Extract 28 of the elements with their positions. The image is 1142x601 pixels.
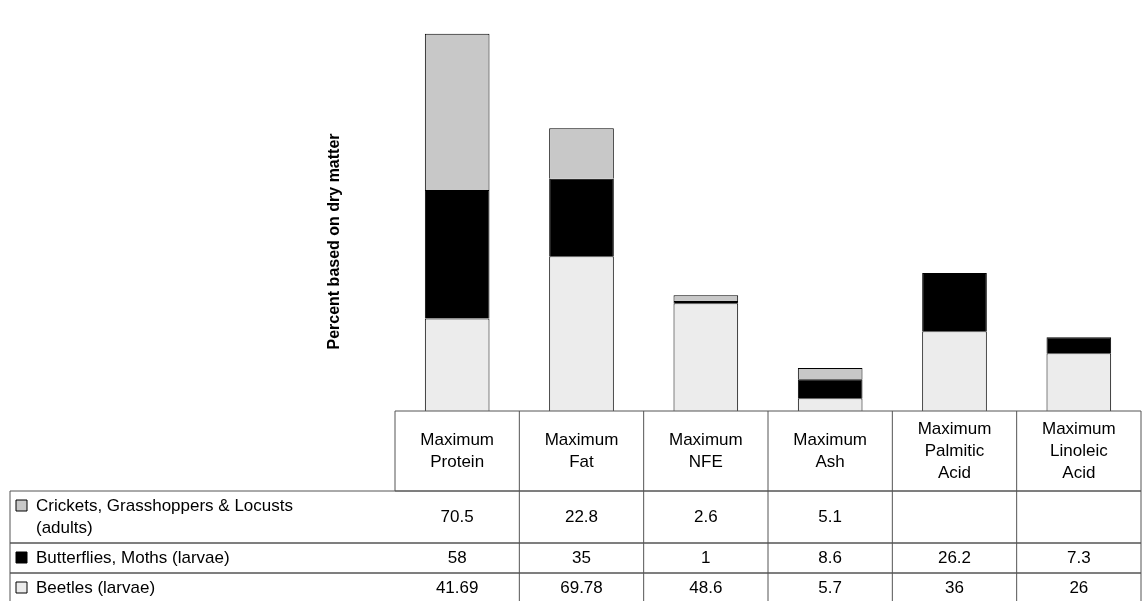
data-label: 69.78 bbox=[560, 577, 603, 597]
data-label: 58 bbox=[447, 547, 467, 567]
data-label: 8.6 bbox=[818, 547, 842, 567]
data-label: 36 bbox=[945, 577, 964, 597]
x-tick-label: Maximum NFE bbox=[669, 429, 743, 471]
data-label: 70.5 bbox=[440, 506, 474, 526]
x-tick-label: Maximum Ash bbox=[793, 429, 867, 471]
y-axis-title: Percent based on dry matter bbox=[325, 133, 343, 350]
data-label: 5.7 bbox=[818, 577, 842, 597]
data-label: 35 bbox=[572, 547, 591, 567]
bar bbox=[549, 178, 614, 257]
data-label: 5.1 bbox=[818, 506, 842, 526]
x-tick-label: Maximum Linoleic Acid bbox=[1042, 418, 1116, 482]
data-label: 26.2 bbox=[937, 547, 972, 567]
x-tick-label: Maximum Protein bbox=[420, 429, 494, 471]
legend-label: Beetles (larvae) bbox=[36, 577, 156, 597]
x-tick-label: Maximum Fat bbox=[544, 429, 619, 471]
data-label: 22.8 bbox=[564, 506, 599, 526]
x-tick-label: Maximum Palmitic Acid bbox=[917, 418, 992, 482]
data-label: 48.6 bbox=[689, 577, 723, 597]
legend-label: Crickets, Grasshoppers & Locusts (adults) bbox=[36, 495, 293, 537]
legend-label: Butterflies, Moths (larvae) bbox=[36, 547, 230, 567]
data-label: 1 bbox=[701, 547, 711, 567]
data-label: 26 bbox=[1069, 577, 1089, 597]
data-label: 2.6 bbox=[694, 506, 718, 526]
data-label: 41.69 bbox=[435, 577, 479, 597]
data-label: 7.3 bbox=[1067, 547, 1091, 567]
bar bbox=[922, 273, 987, 332]
